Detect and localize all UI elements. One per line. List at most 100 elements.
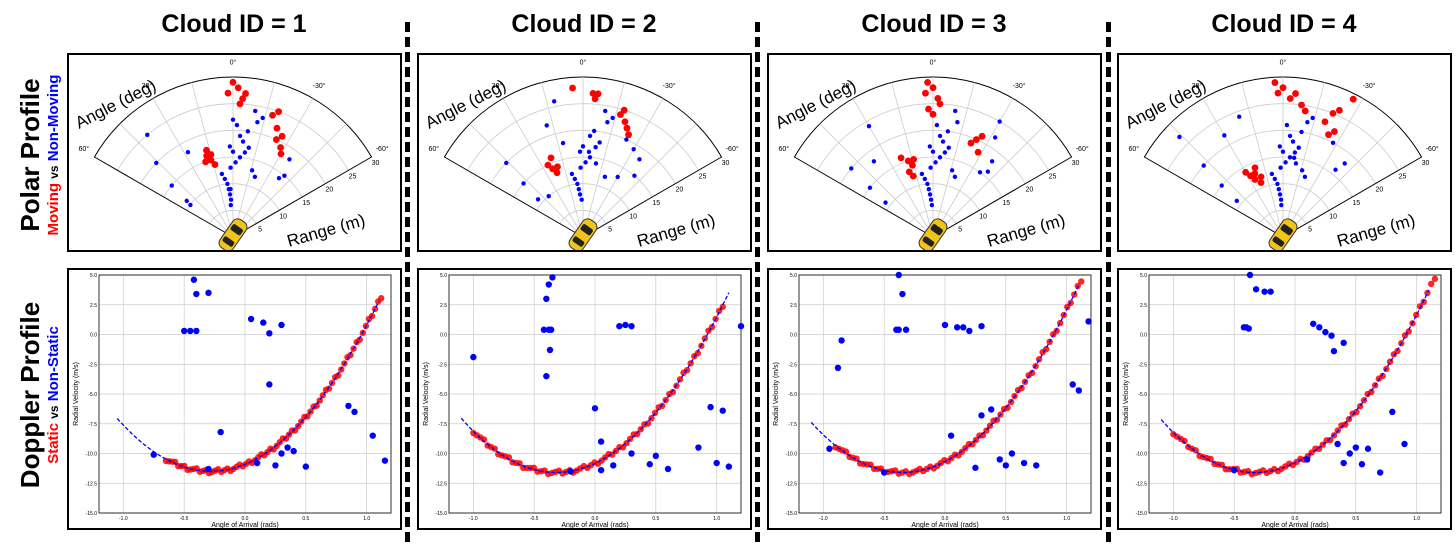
- non-moving-point: [1177, 134, 1182, 140]
- non-moving-point: [942, 150, 948, 155]
- column-separator: [1106, 22, 1111, 542]
- static-point: [1078, 278, 1085, 285]
- range-tick-label: 30: [722, 160, 730, 167]
- static-point: [1353, 408, 1360, 416]
- non-static-point: [893, 326, 900, 333]
- non-static-point: [1085, 318, 1092, 325]
- non-moving-point: [605, 120, 610, 125]
- non-static-point: [978, 322, 985, 330]
- y-tick-label: -5.0: [788, 392, 797, 398]
- non-moving-point: [255, 120, 260, 125]
- moving-point: [1271, 79, 1279, 86]
- car-windshield: [580, 224, 593, 236]
- car-rear-window: [572, 236, 585, 247]
- non-moving-point: [1234, 198, 1239, 204]
- range-tick-label: 10: [629, 213, 637, 220]
- range-axis-label: Range (m): [985, 210, 1067, 250]
- non-moving-point: [228, 197, 234, 202]
- car-icon: [218, 218, 248, 252]
- static-point: [304, 413, 311, 420]
- cloud-4-title: Cloud ID = 4: [1211, 10, 1357, 38]
- polar-panel-4: 60° 30° 0° -30° -60° 5 10 15 20 25 30 Angle (deg) Ra…: [1117, 53, 1452, 252]
- non-static-point: [278, 450, 285, 457]
- non-static-point: [1376, 469, 1384, 476]
- range-tick-label: 25: [349, 173, 357, 180]
- non-moving-point: [583, 160, 588, 165]
- non-moving-point: [1330, 140, 1336, 146]
- range-axis-label: Range (m): [285, 210, 367, 250]
- non-moving-point: [1275, 181, 1280, 187]
- range-tick-label: 5: [608, 227, 612, 234]
- polar-grid: [93, 76, 373, 238]
- non-moving-point: [922, 176, 928, 182]
- static-point: [1424, 289, 1431, 297]
- moving-point: [273, 124, 281, 132]
- moving-point: [236, 100, 244, 108]
- non-static-point: [1069, 381, 1076, 388]
- non-moving-point: [225, 181, 230, 187]
- non-static-point: [180, 327, 188, 335]
- plot-frame: [1148, 274, 1442, 514]
- non-moving-point: [579, 197, 584, 202]
- static-point: [1053, 327, 1060, 335]
- non-moving-point: [945, 129, 951, 134]
- non-moving-point: [928, 197, 934, 202]
- y-tick-label: 0.0: [1140, 333, 1147, 339]
- y-tick-label: -12.5: [786, 481, 798, 487]
- non-moving-point: [1278, 165, 1283, 170]
- angle-tick-label: 0°: [580, 59, 587, 67]
- y-tick-label: 2.5: [90, 303, 97, 309]
- non-moving-point: [1292, 150, 1298, 155]
- non-static-point: [1389, 408, 1396, 416]
- non-moving-point: [593, 145, 598, 150]
- non-moving-point: [985, 169, 991, 174]
- non-moving-point: [228, 202, 233, 208]
- non-static-point: [543, 372, 550, 380]
- angle-spoke: [819, 123, 934, 238]
- static-point: [644, 420, 652, 427]
- x-tick-label: -0.5: [530, 516, 539, 522]
- moving-point: [203, 146, 210, 154]
- non-moving-point: [1201, 163, 1206, 168]
- non-static-point: [895, 271, 902, 279]
- moving-point: [272, 136, 280, 143]
- angle-tick-label: 60°: [779, 145, 790, 153]
- non-static-point: [543, 295, 550, 302]
- car-rear-window: [222, 236, 235, 247]
- moving-point: [275, 108, 283, 116]
- angle-spoke: [1282, 123, 1397, 238]
- doppler-chart: -1.0 -0.5 0.0 0.5 1.0 5.0 2.5 0.0 -2.5 -5.0 -7.5 -1…: [1123, 271, 1442, 529]
- non-moving-point: [929, 202, 935, 208]
- range-tick-label: 30: [372, 160, 380, 167]
- non-moving-point: [504, 160, 509, 166]
- non-moving-point: [1222, 133, 1227, 138]
- polar-grid: [443, 76, 723, 238]
- polar-panel-1: 60° 30° 0° -30° -60° 5 10 15 20 25 30 Angle (deg) Ra…: [67, 53, 402, 252]
- angle-tick-label: 30°: [1192, 82, 1203, 90]
- non-static-point: [1316, 324, 1323, 331]
- angle-spoke: [852, 98, 934, 238]
- y-tick-label: 0.0: [790, 333, 797, 339]
- moving-point: [621, 118, 629, 126]
- non-moving-point: [946, 145, 951, 150]
- non-moving-point: [1296, 145, 1301, 150]
- non-moving-point: [597, 140, 602, 145]
- non-moving-point: [1310, 115, 1315, 121]
- non-static-point: [960, 324, 967, 331]
- non-moving-point: [603, 108, 608, 114]
- static-point: [669, 388, 677, 396]
- car-windshield: [930, 224, 943, 236]
- moving-point: [553, 169, 561, 177]
- non-static-point: [549, 274, 556, 281]
- non-static-point: [1246, 271, 1254, 279]
- moving-point: [277, 144, 284, 151]
- doppler-row-subtitle: Static vs Non-Static: [45, 326, 62, 464]
- non-moving-point: [632, 173, 637, 178]
- angle-axis-label: Angle (deg): [772, 76, 859, 133]
- angle-tick-label: -30°: [313, 82, 326, 90]
- angle-spoke: [932, 98, 1014, 238]
- non-moving-point: [631, 147, 636, 152]
- car-icon: [918, 218, 948, 252]
- moving-point: [623, 124, 631, 132]
- range-tick-label: 20: [1025, 187, 1033, 194]
